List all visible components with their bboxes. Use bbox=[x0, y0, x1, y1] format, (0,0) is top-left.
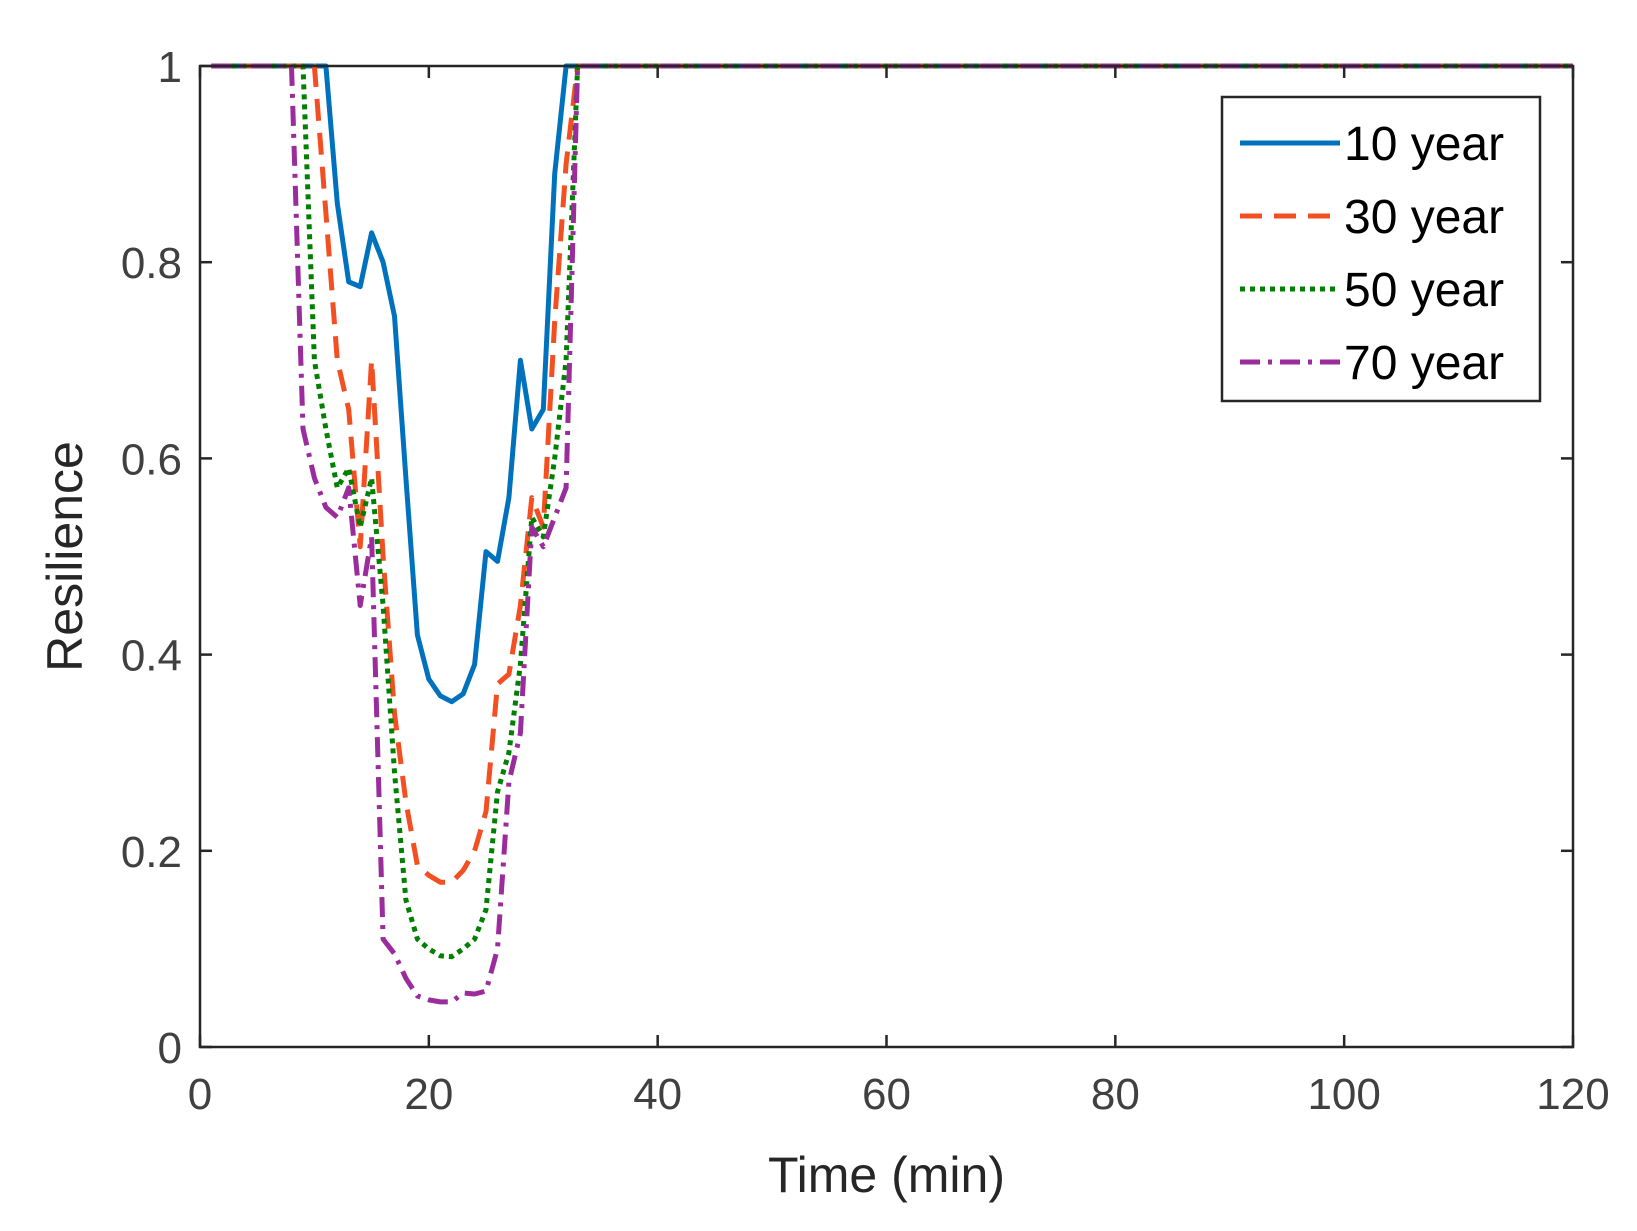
y-tick-label: 0.4 bbox=[121, 632, 182, 681]
series-line-10-year bbox=[211, 63, 1573, 705]
series-line-30-year bbox=[211, 63, 1573, 885]
legend-label: 30 year bbox=[1344, 191, 1504, 244]
series-line-70-year bbox=[211, 63, 1573, 1005]
x-tick-label: 20 bbox=[404, 1070, 453, 1119]
series-line-50-year bbox=[211, 63, 1573, 960]
y-tick-label: 0.8 bbox=[121, 239, 182, 288]
y-axis-title: Resilience bbox=[37, 441, 93, 672]
x-tick-label: 40 bbox=[633, 1070, 682, 1119]
legend-label: 10 year bbox=[1344, 118, 1504, 171]
y-tick-label: 1 bbox=[158, 43, 182, 92]
legend: 10 year 30 year 50 year 70 year bbox=[1220, 95, 1542, 403]
x-tick-label: 0 bbox=[188, 1070, 212, 1119]
y-tick-label: 0.2 bbox=[121, 828, 182, 877]
y-tick-label: 0.6 bbox=[121, 435, 182, 484]
y-tick-label: 0 bbox=[158, 1024, 182, 1073]
legend-label: 70 year bbox=[1344, 337, 1504, 390]
x-tick-label: 120 bbox=[1536, 1070, 1609, 1119]
series-layer bbox=[211, 63, 1573, 1005]
tick-layer: 0 20 40 60 80 100 120 0 0.2 0.4 0.6 0.8 1 bbox=[121, 43, 1610, 1119]
x-axis-title: Time (min) bbox=[768, 1147, 1005, 1203]
x-tick-label: 60 bbox=[862, 1070, 911, 1119]
x-tick-label: 80 bbox=[1091, 1070, 1140, 1119]
legend-label: 50 year bbox=[1344, 264, 1504, 317]
legend-box bbox=[1220, 95, 1542, 403]
x-tick-label: 100 bbox=[1307, 1070, 1380, 1119]
